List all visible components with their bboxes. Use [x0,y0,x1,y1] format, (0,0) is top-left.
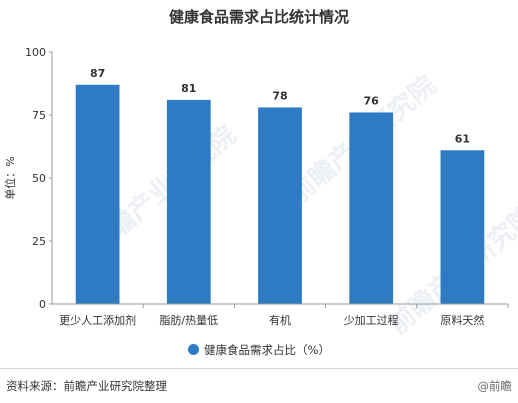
legend-swatch [188,344,200,355]
y-tick-label: 100 [25,46,46,59]
y-tick-label: 50 [32,172,46,185]
bars [75,84,485,304]
y-tick-label: 25 [32,235,46,248]
source-footer: 资料来源：前瞻产业研究院整理 @前瞻 [0,368,518,403]
y-axis-title: 单位：% [3,156,17,199]
x-axis: 更少人工添加剂 脂肪/热量低 有机 少加工过程 原料天然 [52,303,509,327]
y-axis: 0 25 50 75 100 [25,46,53,311]
chart-title: 健康食品需求占比统计情况 [168,8,349,26]
brand-text: @前瞻 [477,379,513,393]
bar-value-label: 81 [181,82,196,95]
y-tick-label: 0 [39,298,46,311]
x-tick-label: 原料天然 [440,313,484,327]
x-tick-label: 有机 [269,313,291,327]
x-tick-label: 少加工过程 [344,314,399,327]
source-text: 资料来源：前瞻产业研究院整理 [6,379,167,393]
bar [258,107,302,304]
bar-value-label: 76 [364,94,380,107]
legend: 健康食品需求占比（%） [0,342,518,358]
bar-value-label: 61 [455,132,470,145]
x-tick-label: 脂肪/热量低 [159,313,218,327]
data-labels: 87 81 78 76 61 [90,67,470,146]
bar [349,112,394,304]
bar [440,150,485,304]
legend-label: 健康食品需求占比（%） [204,343,330,357]
x-tick-label: 更少人工添加剂 [59,313,136,327]
bar [166,99,211,304]
y-tick-label: 75 [32,109,46,122]
bar [75,84,120,304]
bar-value-label: 87 [90,67,105,80]
bar-chart: 单位：% 0 25 50 75 100 87 81 78 76 61 更少人工添加剂 脂肪/热量低… [3,46,509,327]
bar-value-label: 78 [272,89,287,102]
